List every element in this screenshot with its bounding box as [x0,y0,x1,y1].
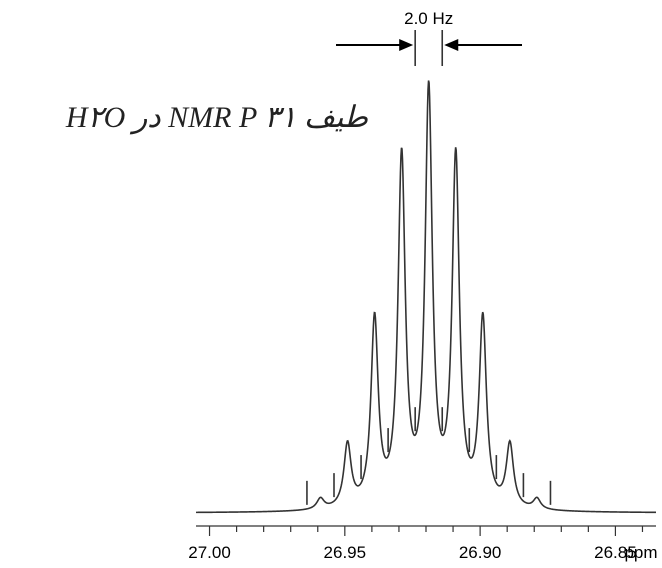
left-arrowhead-icon [399,39,414,51]
spacing-label: 2.0 Hz [404,9,453,28]
coupling-spacing-annotation: 2.0 Hz [336,9,522,51]
x-tick-label: 26.90 [459,543,502,562]
x-axis-unit-label: ppm [624,543,657,562]
x-tick-label: 26.85 [594,543,637,562]
peak-markers [306,30,552,505]
right-arrowhead-icon [444,39,459,51]
x-axis-ticks [208,526,644,536]
x-tick-label: 26.95 [324,543,367,562]
x-tick-label: 27.00 [188,543,231,562]
spectrum-title: طيف NMR P ۳۱ در H۲O [65,101,368,134]
spectrum-trace [195,80,656,514]
